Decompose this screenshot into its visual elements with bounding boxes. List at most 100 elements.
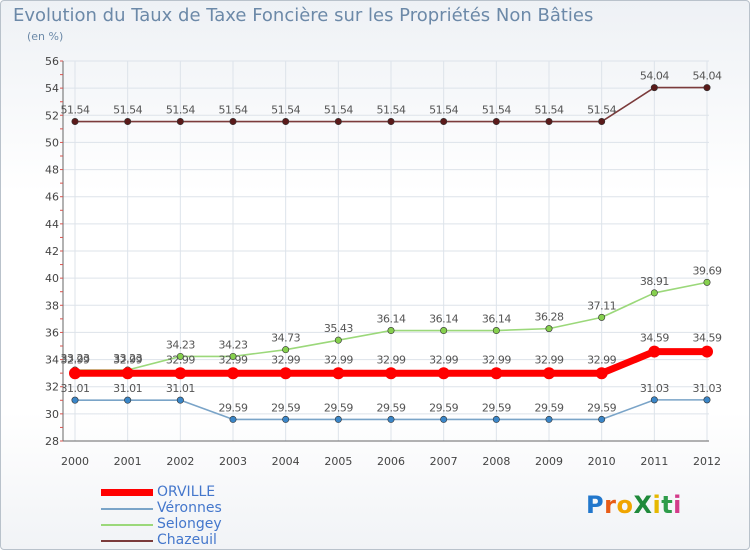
x-tick-label: 2010 (588, 455, 616, 468)
data-point (703, 278, 711, 286)
data-label: 32.99 (271, 353, 300, 366)
x-tick-label: 2005 (324, 455, 352, 468)
data-point (440, 415, 448, 423)
data-label: 34.59 (640, 332, 669, 345)
data-label: 29.59 (482, 401, 511, 414)
data-label: 29.59 (324, 401, 353, 414)
logo-letter: r (604, 491, 617, 519)
legend-swatch-chazeuil (101, 540, 153, 542)
y-tick-label: 54 (45, 82, 59, 95)
legend-label-selongey: Selongey (157, 516, 222, 532)
data-point (440, 327, 448, 335)
data-label: 32.99 (113, 353, 142, 366)
data-point (492, 118, 500, 126)
data-label: 32.99 (61, 353, 90, 366)
data-point (598, 118, 606, 126)
data-label: 36.14 (482, 313, 511, 326)
data-label: 36.28 (535, 311, 564, 324)
data-point (229, 352, 237, 360)
data-label: 54.04 (693, 70, 722, 83)
data-label: 32.99 (377, 353, 406, 366)
data-point (492, 327, 500, 335)
data-point (124, 118, 132, 126)
data-label: 39.69 (693, 264, 722, 277)
data-point (490, 367, 503, 380)
data-point (332, 367, 345, 380)
proxiti-logo: ProXiti (586, 491, 682, 519)
logo-letter: t (661, 491, 674, 519)
data-label: 34.73 (271, 332, 300, 345)
y-tick-label: 34 (45, 354, 59, 367)
data-label: 51.54 (377, 104, 406, 117)
x-tick-label: 2006 (377, 455, 405, 468)
data-label: 37.11 (587, 299, 616, 312)
data-point (229, 118, 237, 126)
y-tick-label: 30 (45, 408, 59, 421)
data-point (598, 313, 606, 321)
data-label: 29.59 (219, 401, 248, 414)
data-label: 34.59 (693, 332, 722, 345)
data-label: 29.59 (535, 401, 564, 414)
data-point (598, 415, 606, 423)
x-tick-label: 2000 (61, 455, 89, 468)
data-label: 31.01 (61, 382, 90, 395)
logo-letter: X (633, 491, 653, 519)
data-point (543, 367, 555, 380)
data-label: 51.54 (113, 104, 142, 117)
x-tick-label: 2001 (114, 455, 142, 468)
data-point (492, 415, 500, 423)
data-point (229, 415, 237, 423)
data-label: 34.23 (219, 338, 248, 351)
data-point (174, 367, 187, 380)
data-label: 51.54 (587, 104, 616, 117)
data-label: 51.54 (324, 104, 353, 117)
data-label: 32.99 (587, 353, 616, 366)
data-label: 32.99 (324, 353, 353, 366)
y-tick-label: 32 (45, 381, 59, 394)
legend-swatch-selongey (101, 524, 153, 526)
logo-letter: i (673, 491, 682, 519)
data-point (387, 327, 395, 335)
legend-label-orville: ORVILLE (157, 484, 216, 500)
data-label: 51.54 (166, 104, 195, 117)
data-point (176, 118, 184, 126)
data-point (437, 367, 450, 380)
data-label: 51.54 (535, 104, 564, 117)
y-tick-label: 56 (45, 55, 59, 68)
data-label: 32.99 (535, 353, 564, 366)
data-label: 29.59 (429, 401, 458, 414)
legend-swatch-orville (101, 489, 153, 496)
logo-letter: o (616, 491, 634, 519)
chart-unit: (en %) (27, 30, 64, 43)
data-label: 51.54 (271, 104, 300, 117)
x-tick-label: 2008 (482, 455, 510, 468)
legend-label-veronnes: Véronnes (157, 500, 222, 516)
data-label: 33.23 (113, 352, 142, 365)
data-label: 36.14 (377, 313, 406, 326)
data-point (545, 415, 553, 423)
y-tick-label: 28 (45, 435, 59, 448)
data-point (595, 367, 608, 380)
data-point (334, 118, 342, 126)
x-tick-label: 2011 (640, 455, 668, 468)
data-label: 51.54 (482, 104, 511, 117)
data-point (650, 84, 658, 92)
y-tick-label: 42 (45, 245, 59, 258)
data-point (703, 84, 711, 92)
x-tick-label: 2012 (693, 455, 721, 468)
data-point (282, 346, 290, 354)
data-label: 51.54 (219, 104, 248, 117)
y-tick-label: 38 (45, 299, 59, 312)
data-label: 29.59 (377, 401, 406, 414)
logo-letter: P (586, 491, 605, 519)
data-point (648, 345, 661, 358)
data-point (227, 367, 239, 380)
data-point (334, 336, 342, 344)
data-label: 31.01 (166, 382, 195, 395)
data-point (69, 367, 81, 380)
data-point (121, 367, 134, 380)
data-point (650, 396, 658, 404)
y-tick-label: 48 (45, 164, 59, 177)
data-label: 31.03 (640, 382, 669, 395)
